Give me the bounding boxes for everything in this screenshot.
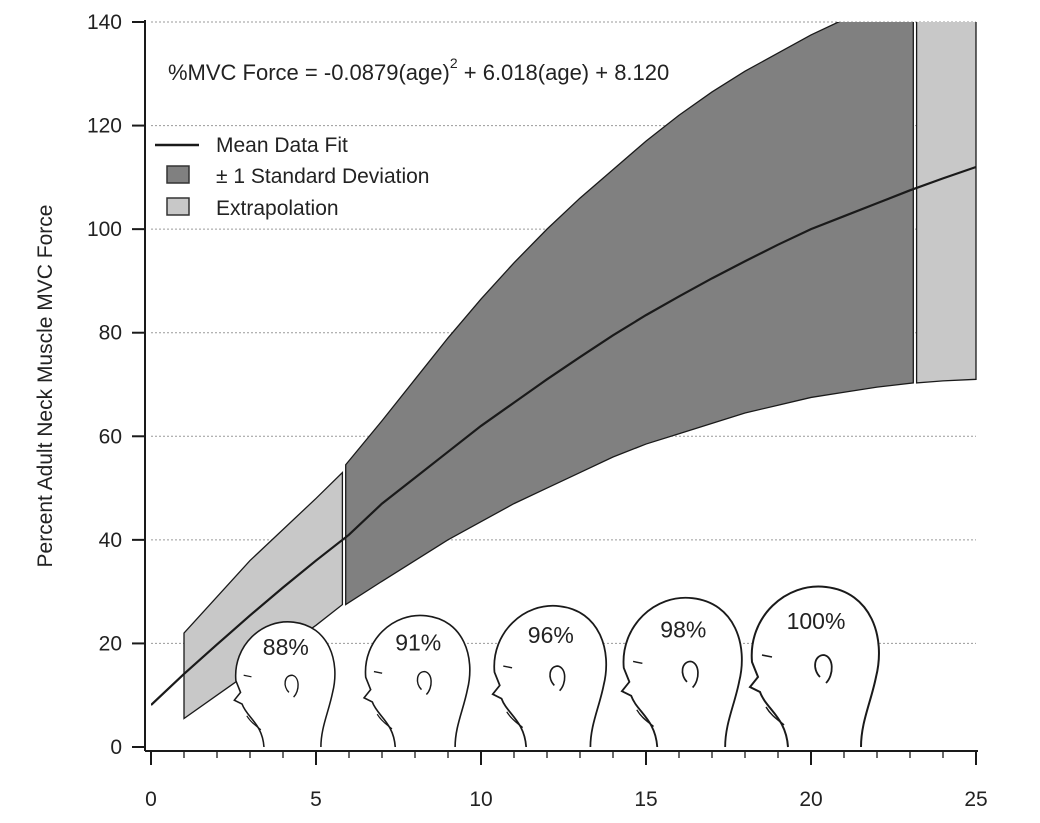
x-tick-label-5: 5 — [310, 788, 322, 811]
jaw-line — [765, 706, 785, 726]
eye-icon — [632, 660, 643, 665]
jaw-line — [636, 709, 655, 728]
legend: Mean Data Fit ± 1 Standard Deviation Ext… — [155, 134, 430, 220]
head-percent-label: 88% — [263, 634, 309, 660]
eye-icon — [373, 670, 383, 674]
equation-exponent: 2 — [450, 55, 458, 71]
head-percent-label: 100% — [787, 608, 846, 634]
jaw-line — [246, 715, 262, 731]
ticks: 0 20 40 60 80 100 120 140 0 5 10 15 20 25 — [87, 11, 988, 811]
band-2 — [915, 22, 977, 384]
x-tick-label-10: 10 — [469, 788, 492, 811]
y-tick-label-100: 100 — [87, 218, 122, 241]
x-tick-label-20: 20 — [799, 788, 822, 811]
y-tick-label-60: 60 — [99, 425, 122, 448]
ear-icon — [681, 660, 699, 689]
y-tick-label-120: 120 — [87, 115, 122, 138]
legend-label-extrap: Extrapolation — [216, 197, 339, 220]
x-tick-label-25: 25 — [964, 788, 987, 811]
legend-box-std — [166, 165, 190, 184]
head-illustrations: 88% 91% 96% 98% 100% — [233, 585, 880, 748]
head-1: 88% — [233, 621, 336, 748]
equation: %MVC Force = -0.0879(age)2 + 6.018(age) … — [168, 55, 669, 85]
y-tick-label-140: 140 — [87, 11, 122, 34]
equation-suffix: + 6.018(age) + 8.120 — [458, 60, 670, 85]
jaw-line — [376, 713, 393, 730]
ear-icon — [549, 665, 566, 692]
legend-label-mean: Mean Data Fit — [216, 134, 348, 157]
eye-icon — [761, 654, 773, 658]
ear-icon — [814, 654, 833, 684]
head-5: 100% — [748, 585, 880, 748]
x-tick-label-15: 15 — [634, 788, 657, 811]
ear-icon — [284, 674, 299, 698]
head-2: 91% — [362, 614, 471, 748]
eye-icon — [503, 665, 513, 669]
equation-prefix: %MVC Force = -0.0879(age) — [168, 60, 450, 85]
jaw-line — [506, 711, 524, 729]
bands — [183, 22, 977, 720]
series — [151, 165, 977, 706]
eye-icon — [243, 674, 252, 678]
head-3: 96% — [491, 604, 608, 748]
legend-label-std: ± 1 Standard Deviation — [216, 165, 430, 188]
head-4: 98% — [620, 596, 743, 748]
ear-icon — [416, 670, 432, 696]
band-0 — [183, 470, 344, 720]
y-tick-label-40: 40 — [99, 529, 122, 552]
head-percent-label: 91% — [395, 629, 441, 655]
legend-box-extrap — [166, 197, 190, 216]
head-percent-label: 96% — [528, 622, 574, 648]
head-percent-label: 98% — [660, 616, 706, 642]
axes — [144, 20, 978, 752]
y-axis-label: Percent Adult Neck Muscle MVC Force — [34, 205, 57, 568]
band-1 — [345, 22, 914, 606]
series-line-mean — [151, 165, 977, 706]
y-tick-label-20: 20 — [99, 632, 122, 655]
y-tick-label-80: 80 — [99, 322, 122, 345]
y-tick-label-0: 0 — [110, 736, 122, 759]
x-tick-label-0: 0 — [145, 788, 157, 811]
